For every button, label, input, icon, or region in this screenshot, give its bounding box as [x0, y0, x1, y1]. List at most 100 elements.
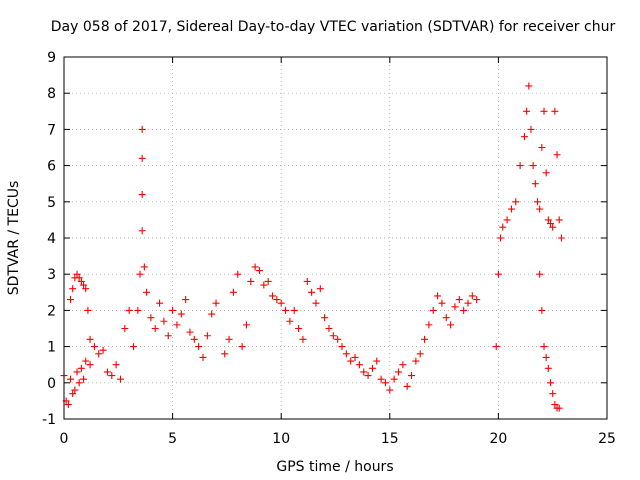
data-point	[303, 277, 311, 285]
x-axis-label: GPS time / hours	[276, 459, 393, 475]
data-point	[555, 404, 563, 412]
data-point	[82, 285, 90, 293]
data-point	[71, 386, 79, 394]
data-point	[84, 306, 92, 314]
data-point	[523, 107, 531, 115]
data-point	[116, 375, 124, 383]
data-point	[377, 375, 385, 383]
data-point	[538, 144, 546, 151]
data-point	[551, 401, 559, 409]
data-point	[138, 191, 146, 199]
data-point	[190, 335, 198, 343]
data-point	[355, 361, 363, 369]
data-point	[247, 277, 255, 285]
data-point	[351, 353, 359, 361]
data-point	[134, 306, 142, 314]
data-point	[255, 267, 263, 275]
data-point	[468, 292, 476, 300]
data-point	[156, 299, 164, 307]
data-point	[347, 357, 355, 365]
y-tick-label: 3	[47, 267, 56, 283]
data-point	[90, 343, 98, 351]
y-axis-label: SDTVAR / TECUs	[6, 181, 22, 296]
data-point	[143, 288, 151, 296]
data-point	[429, 306, 437, 314]
x-tick-label: 5	[168, 431, 177, 447]
data-point	[533, 198, 541, 206]
data-point	[86, 335, 94, 343]
data-point	[334, 335, 342, 343]
data-point	[130, 343, 138, 351]
data-point	[77, 277, 85, 285]
data-point	[160, 317, 168, 325]
x-tick-label: 15	[381, 431, 399, 447]
data-point	[112, 361, 120, 369]
data-point	[368, 364, 376, 372]
data-point	[540, 343, 548, 351]
data-point	[64, 401, 72, 409]
data-point	[138, 227, 146, 235]
data-point	[460, 306, 468, 314]
data-point	[497, 234, 505, 242]
data-point	[108, 372, 116, 380]
data-point	[164, 332, 172, 340]
data-point	[69, 390, 77, 398]
data-point	[447, 321, 455, 329]
y-tick-label: 8	[47, 86, 56, 102]
y-tick-label: -1	[42, 412, 56, 428]
data-point	[547, 379, 555, 387]
data-point	[199, 353, 207, 361]
data-point	[557, 234, 565, 242]
data-point	[503, 216, 511, 224]
data-point	[73, 368, 81, 376]
data-point	[80, 375, 88, 383]
data-point	[269, 292, 277, 300]
data-point	[455, 296, 463, 304]
data-point	[99, 346, 107, 354]
data-point	[507, 205, 515, 213]
x-tick-label: 20	[489, 431, 507, 447]
data-point	[138, 154, 146, 162]
data-point	[125, 306, 133, 314]
data-point	[69, 285, 77, 293]
data-point	[555, 216, 563, 224]
data-point	[121, 325, 129, 332]
data-point	[499, 223, 507, 231]
data-point	[103, 368, 111, 376]
data-point	[242, 321, 250, 329]
data-point	[151, 325, 159, 332]
data-point	[494, 270, 502, 278]
data-point	[544, 364, 552, 372]
data-point	[80, 281, 88, 289]
data-point	[251, 263, 259, 271]
data-point	[299, 335, 307, 343]
data-point	[169, 306, 177, 314]
data-point	[95, 350, 103, 358]
data-point	[540, 107, 548, 115]
data-point	[516, 162, 524, 170]
data-point	[338, 343, 346, 351]
data-point	[75, 274, 83, 282]
data-point	[75, 379, 83, 387]
data-point	[221, 350, 229, 358]
data-point	[542, 169, 550, 177]
data-point	[67, 296, 75, 304]
y-tick-label: 1	[47, 340, 56, 356]
y-tick-label: 9	[47, 50, 56, 66]
data-point	[136, 270, 144, 278]
data-point	[77, 364, 85, 372]
data-point	[360, 368, 368, 376]
data-point	[329, 332, 337, 340]
data-point	[408, 372, 416, 380]
data-point	[312, 299, 320, 307]
data-point	[260, 281, 268, 289]
data-point	[177, 310, 185, 318]
y-tick-label: 4	[47, 231, 56, 247]
data-point	[234, 270, 242, 278]
data-point	[73, 270, 81, 278]
data-point	[464, 299, 472, 307]
y-tick-label: 5	[47, 195, 56, 211]
data-point	[282, 306, 290, 314]
y-tick-label: 2	[47, 303, 56, 319]
